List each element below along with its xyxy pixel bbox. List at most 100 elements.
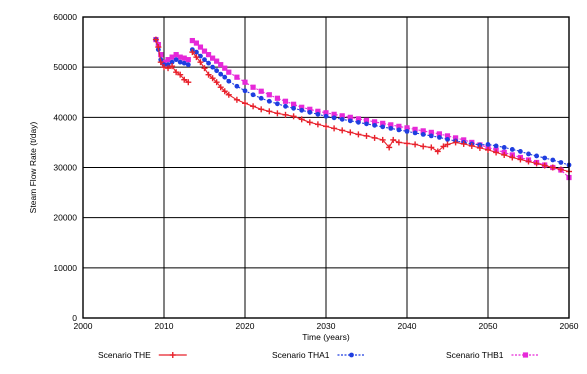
data-point [390,136,397,143]
data-point [209,75,216,82]
x-tick-label: 2030 [317,321,336,331]
data-point [206,60,211,66]
data-point [323,110,329,116]
data-point [222,74,228,80]
data-point [323,113,329,119]
data-point [194,49,199,55]
data-point [460,140,467,147]
data-point [214,58,220,64]
data-point [233,96,240,103]
data-point [173,52,179,58]
data-point [339,127,346,134]
data-point [181,76,188,83]
data-point [558,160,564,165]
y-tick-label: 0 [72,313,77,323]
data-point [501,145,507,150]
data-point [226,69,232,75]
data-point [468,142,475,149]
legend-item: Scenario THE [98,350,187,360]
y-tick-label: 40000 [53,112,77,122]
data-point [557,166,564,173]
data-point [185,57,191,63]
data-point [161,59,167,65]
data-point [189,37,195,44]
data-point [380,124,386,130]
data-point [436,131,442,137]
data-point [517,156,524,163]
data-point [315,108,321,114]
data-point [158,52,164,58]
data-point [314,121,321,128]
data-point [274,110,281,117]
data-point [274,95,280,101]
legend-swatch-marker [522,352,529,358]
legend-swatch-marker [349,352,354,358]
data-point [347,129,354,136]
data-point [477,142,483,148]
data-point [258,106,265,113]
legend-item: Scenario THA1 [272,350,366,360]
data-point [355,131,362,138]
data-point [226,78,232,84]
data-point [189,49,196,56]
data-point [181,60,187,66]
x-tick-label: 2050 [479,321,498,331]
series-scenario-the [152,36,572,175]
data-point [217,84,224,91]
data-point [386,144,393,151]
x-tick-label: 2060 [560,321,579,331]
data-point [420,128,426,134]
x-tick-label: 2040 [398,321,417,331]
data-point [452,139,459,146]
data-point [275,101,280,107]
data-point [205,71,212,78]
data-point [282,98,289,104]
data-point [434,148,441,155]
x-axis-label: Time (years) [302,332,350,342]
plot-frame [82,16,570,319]
data-point [371,134,378,141]
data-point [282,111,289,118]
data-point [428,133,434,139]
data-point [404,128,410,134]
x-tick-label: 2010 [155,321,174,331]
legend-label: Scenario THA1 [272,350,330,360]
data-point [193,54,200,61]
data-point [526,151,531,157]
data-point [485,146,491,153]
data-point [445,137,450,142]
data-point [404,140,410,147]
x-tick-label: 2000 [74,321,93,331]
data-point [234,74,240,80]
y-tick-label: 30000 [53,163,77,173]
data-point [315,111,321,117]
legend-label: Scenario THB1 [446,350,504,360]
data-point [185,79,192,86]
y-axis-ticks: 0 10000 20000 30000 40000 50000 60000 [53,12,77,323]
x-tick-label: 2020 [236,321,255,331]
data-point [412,130,418,136]
data-point [242,79,248,85]
data-point [347,118,353,124]
data-point [363,117,370,123]
data-point [388,125,394,131]
data-point [440,143,447,150]
data-point [169,63,176,70]
data-point [412,141,419,148]
data-point [155,44,162,51]
data-point [461,137,467,143]
data-point [347,114,353,120]
data-point [250,103,257,110]
data-point [242,88,248,94]
data-point [380,120,386,126]
data-point [509,147,515,152]
series-line [192,40,570,178]
data-point [266,98,272,104]
data-point [185,62,191,68]
data-point [509,154,516,161]
legend-label: Scenario THE [98,350,151,360]
data-point [214,68,220,74]
data-point [307,106,313,112]
data-point [306,119,313,126]
